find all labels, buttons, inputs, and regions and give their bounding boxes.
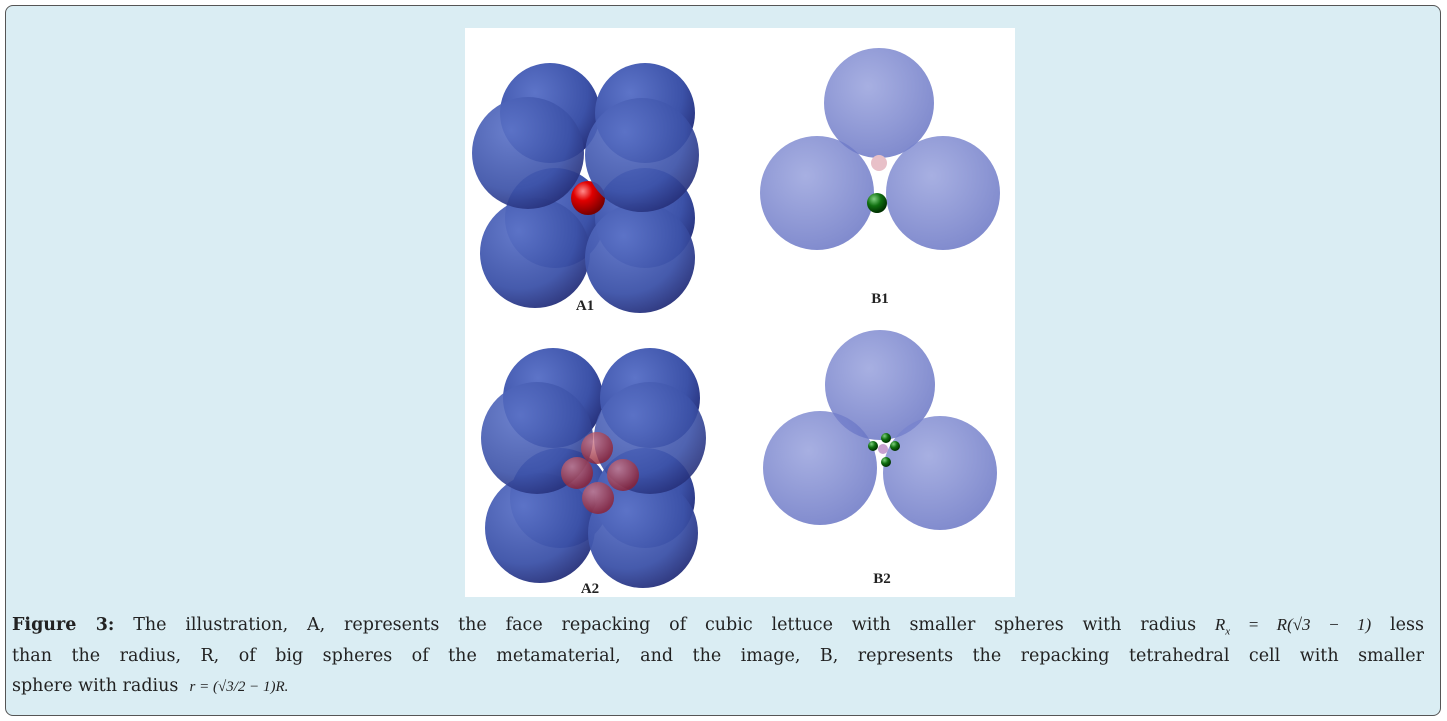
caption-text: sphere with radius	[12, 676, 178, 696]
panel-a2	[481, 348, 706, 588]
formula-part: = R(√3 − 1)	[1248, 615, 1372, 634]
formula: Rx = R(√3 − 1)	[1215, 615, 1371, 634]
panel-label: A2	[581, 581, 599, 597]
caption-line: Figure 3: The illustration, A, represent…	[12, 615, 1424, 637]
formula-part: x	[1225, 625, 1230, 637]
caption-text: than the radius, R, of big spheres of th…	[12, 646, 1424, 666]
caption-text: The illustration, A, represents the face…	[133, 615, 1196, 635]
formula-part: R	[1215, 615, 1225, 634]
caption-line: than the radius, R, of big spheres of th…	[12, 646, 1424, 666]
caption-line: sphere with radius r = (√3/2 − 1)R.	[12, 676, 1424, 696]
panel-label: A1	[576, 298, 594, 314]
caption-text: less	[1390, 615, 1424, 635]
panel-label: B2	[873, 571, 891, 587]
page: A1 B1 A2 B2 Figure 3: The illustration, …	[0, 0, 1447, 721]
figure-image: A1 B1 A2 B2	[465, 28, 1015, 597]
panel-label: B1	[871, 291, 889, 307]
caption-label: Figure 3:	[12, 615, 114, 635]
formula: r = (√3/2 − 1)R.	[190, 679, 289, 695]
